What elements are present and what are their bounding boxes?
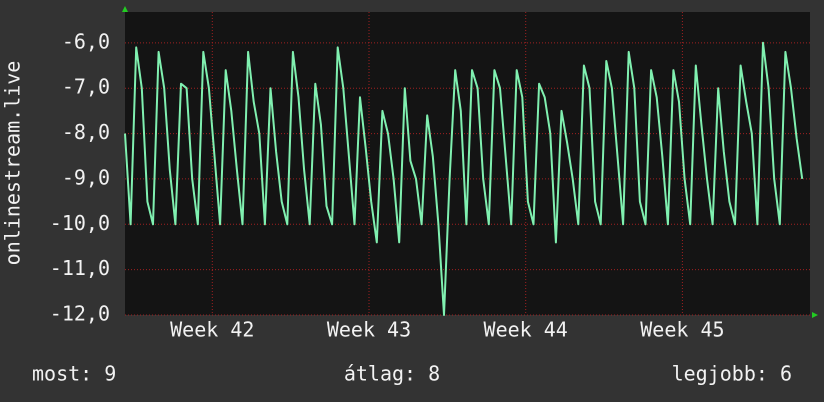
x-tick-label: Week 42 <box>170 318 254 342</box>
y-tick-label: -6,0 <box>62 29 110 53</box>
series-line <box>124 41 804 316</box>
y-tick-label: -9,0 <box>62 165 110 189</box>
y-tick-label: -12,0 <box>50 302 110 326</box>
axis-arrow <box>122 6 128 12</box>
legend-best: legjobb: 6 <box>672 362 792 386</box>
x-tick-label: Week 45 <box>640 318 724 342</box>
axis-arrow <box>812 312 818 318</box>
y-tick-label: -7,0 <box>62 75 110 99</box>
y-axis-label: onlinestream.live <box>1 61 25 266</box>
y-tick-label: -10,0 <box>50 211 110 235</box>
x-tick-label: Week 44 <box>484 318 568 342</box>
legend-now: most: 9 <box>32 362 116 386</box>
plot-area <box>125 12 810 315</box>
x-tick-label: Week 43 <box>327 318 411 342</box>
y-tick-label: -8,0 <box>62 120 110 144</box>
y-tick-label: -11,0 <box>50 256 110 280</box>
legend-average: átlag: 8 <box>344 362 440 386</box>
